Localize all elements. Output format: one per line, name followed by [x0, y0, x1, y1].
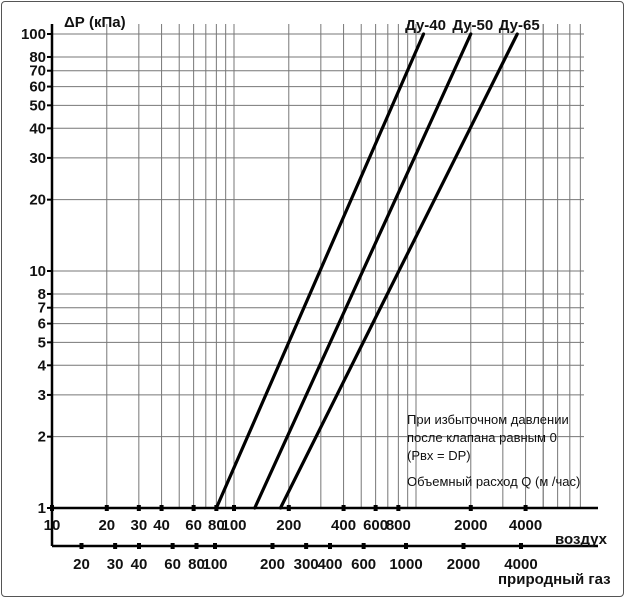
- x-gas-tick-label: 600: [351, 556, 376, 573]
- x-air-tick-label: 40: [153, 517, 170, 534]
- x-gas-tick-label: 400: [317, 556, 342, 573]
- x-gas-tick-label: 30: [107, 556, 124, 573]
- x-air-tick-label: 80: [208, 517, 225, 534]
- x-gas-tick-label: 4000: [504, 556, 537, 573]
- x-air-tick-label: 100: [221, 517, 246, 534]
- y-tick-label: 6: [38, 316, 46, 333]
- x-gas-tick-label: 1000: [389, 556, 422, 573]
- x-gas-tick-label: 20: [73, 556, 90, 573]
- x-axis-gas-label: природный газ: [498, 571, 611, 588]
- series-label-2: Ду-50: [452, 17, 493, 34]
- x-gas-tick-label: 300: [294, 556, 319, 573]
- y-tick-label: 20: [29, 192, 46, 209]
- series-lines: [214, 32, 519, 510]
- series-line-1: [214, 32, 426, 510]
- x-air-tick-label: 30: [130, 517, 147, 534]
- y-tick-label: 2: [38, 429, 46, 446]
- y-tick-label: 100: [21, 26, 46, 43]
- x-gas-tick-label: 100: [202, 556, 227, 573]
- annotation-line-1: При избыточном давлении: [407, 412, 569, 427]
- series-label-3: Ду-65: [499, 17, 540, 34]
- x-air-tick-label: 4000: [509, 517, 542, 534]
- x-air-tick-label: 2000: [454, 517, 487, 534]
- y-tick-label: 3: [38, 387, 46, 404]
- x-axis-air-ticks: 10203040608010020040060080020004000: [44, 505, 542, 534]
- annotation-line-4: Объемный расход Q (м /час): [407, 474, 580, 489]
- y-tick-label: 60: [29, 79, 46, 96]
- x-gas-tick-label: 200: [260, 556, 285, 573]
- annotation-line-3: (Рвх = DP): [407, 448, 471, 463]
- x-gas-tick-label: 80: [188, 556, 205, 573]
- series-label-1: Ду-40: [405, 17, 446, 34]
- x-air-tick-label: 600: [363, 517, 388, 534]
- y-tick-label: 80: [29, 49, 46, 66]
- x-air-tick-label: 60: [185, 517, 202, 534]
- annotation-line-2: после клапана равным 0: [407, 430, 557, 445]
- y-axis-label: ΔР (кПа): [64, 14, 126, 31]
- x-air-tick-label: 20: [98, 517, 115, 534]
- y-tick-label: 30: [29, 150, 46, 167]
- y-tick-label: 7: [38, 300, 46, 317]
- x-air-tick-label: 400: [331, 517, 356, 534]
- y-tick-label: 5: [38, 334, 46, 351]
- y-tick-label: 50: [29, 97, 46, 114]
- series-line-3: [278, 32, 519, 510]
- y-tick-label: 1: [38, 500, 46, 517]
- series-labels: Ду-40 Ду-50 Ду-65: [405, 17, 540, 34]
- x-air-tick-label: 200: [276, 517, 301, 534]
- x-air-tick-label: 800: [386, 517, 411, 534]
- series-line-2: [253, 32, 473, 510]
- y-tick-label: 10: [29, 263, 46, 280]
- y-tick-label: 8: [38, 286, 46, 303]
- x-gas-tick-label: 60: [164, 556, 181, 573]
- y-tick-label: 70: [29, 63, 46, 80]
- y-tick-label: 40: [29, 120, 46, 137]
- x-axis-air-label: воздух: [555, 531, 608, 548]
- x-gas-tick-label: 2000: [447, 556, 480, 573]
- x-gas-tick-label: 40: [131, 556, 148, 573]
- y-tick-label: 4: [38, 357, 47, 374]
